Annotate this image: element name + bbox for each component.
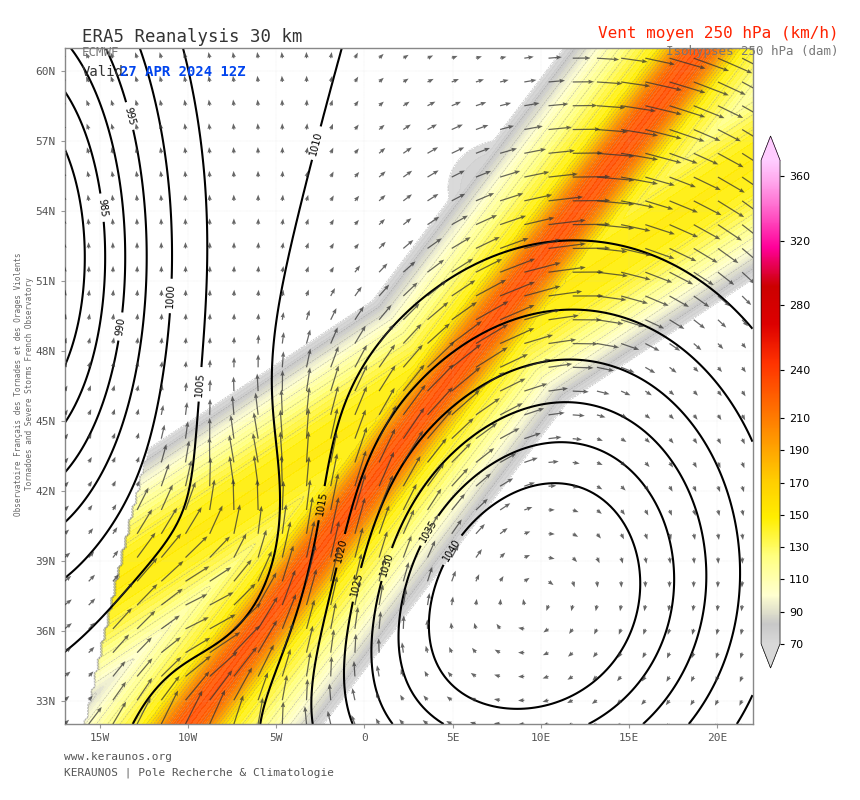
Text: 1015: 1015: [315, 490, 329, 516]
Text: Tornadoes and Severe Storms French Observatory: Tornadoes and Severe Storms French Obser…: [25, 278, 34, 490]
PathPatch shape: [761, 644, 780, 668]
Text: Valid.: Valid.: [82, 65, 132, 78]
Text: 1020: 1020: [333, 538, 348, 564]
Text: 985: 985: [96, 198, 108, 218]
Text: 1030: 1030: [378, 551, 395, 578]
Text: 990: 990: [114, 317, 126, 336]
Text: KERAUNOS | Pole Recherche & Climatologie: KERAUNOS | Pole Recherche & Climatologie: [64, 768, 335, 778]
Text: Observatoire Français des Tornades et des Orages Violents: Observatoire Français des Tornades et de…: [15, 252, 23, 516]
PathPatch shape: [761, 136, 780, 160]
Text: 1025: 1025: [349, 571, 365, 598]
Text: 995: 995: [123, 106, 137, 126]
Text: 1035: 1035: [418, 518, 439, 543]
Text: 1040: 1040: [441, 537, 463, 562]
Text: 27 APR 2024 12Z: 27 APR 2024 12Z: [120, 65, 246, 78]
Text: Isohypses 250 hPa (dam): Isohypses 250 hPa (dam): [666, 45, 838, 58]
Text: 1005: 1005: [194, 372, 206, 397]
Text: ERA5 Reanalysis 30 km: ERA5 Reanalysis 30 km: [82, 28, 302, 46]
Text: Vent moyen 250 hPa (km/h): Vent moyen 250 hPa (km/h): [598, 26, 838, 41]
Text: ECMWF: ECMWF: [82, 46, 120, 59]
Text: www.keraunos.org: www.keraunos.org: [64, 752, 173, 762]
Text: 1010: 1010: [309, 130, 324, 156]
Text: 1000: 1000: [165, 283, 176, 309]
